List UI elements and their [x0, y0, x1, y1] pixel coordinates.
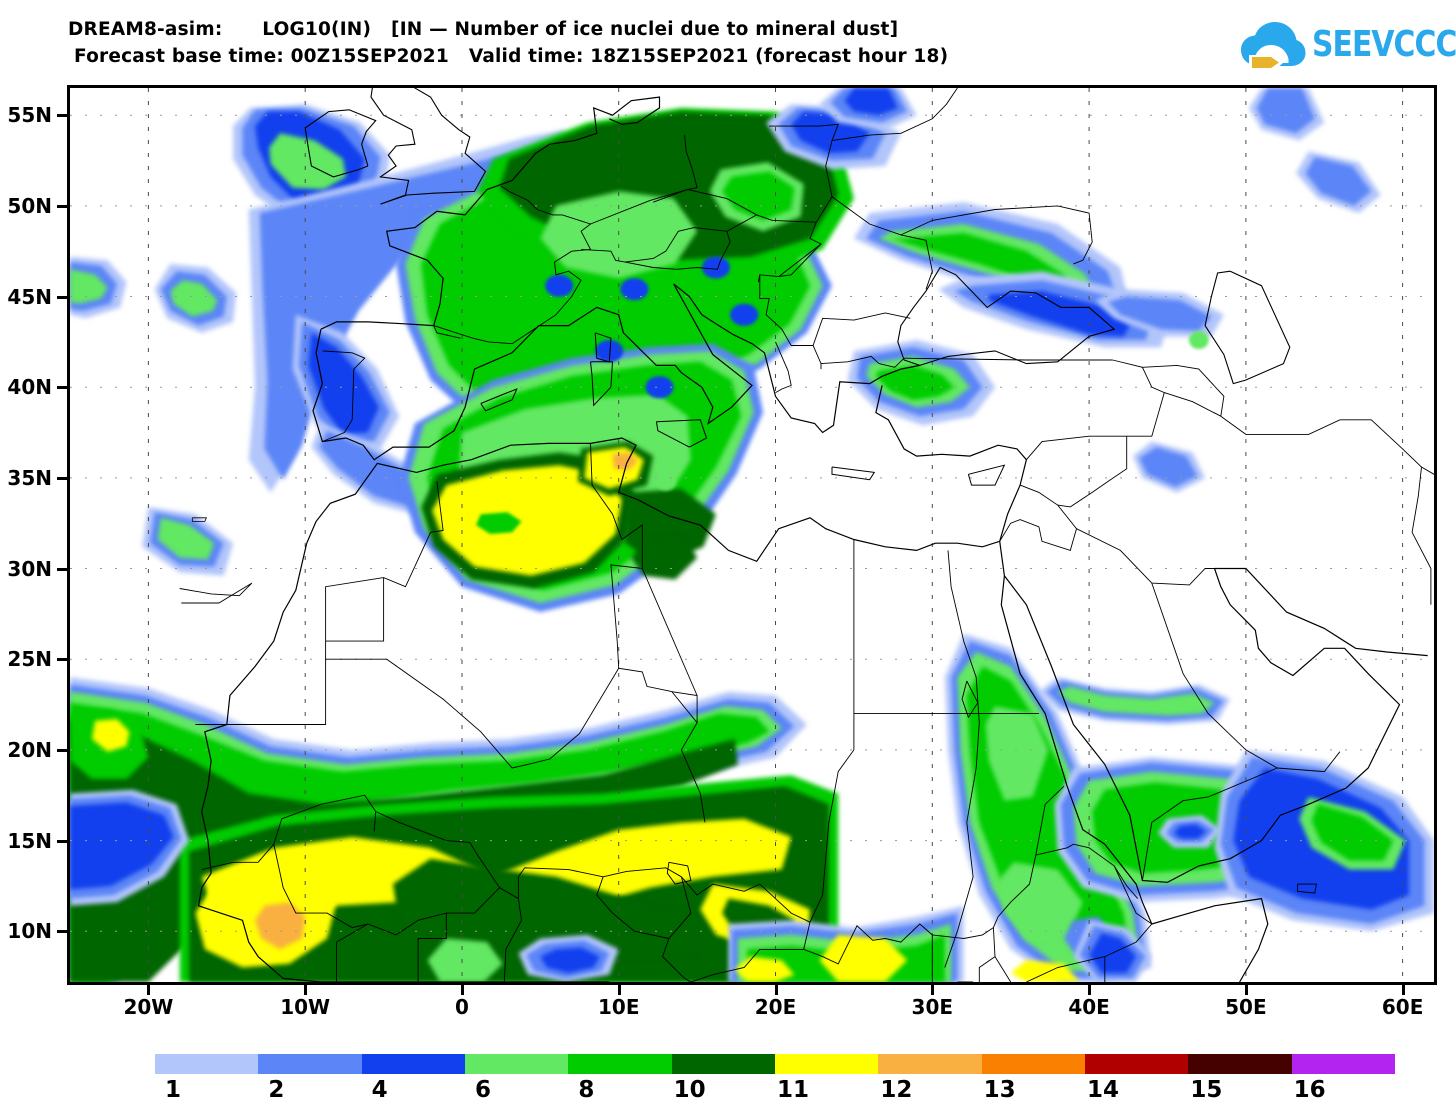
colorbar-segment-10 — [671, 1054, 775, 1074]
map-overlay — [70, 88, 1434, 982]
x-tick-mark — [617, 985, 621, 995]
colorbar-tick-1: 1 — [164, 1077, 182, 1103]
x-tick-label-20W: 20W — [123, 995, 174, 1019]
colorbar-tick-6: 6 — [474, 1077, 492, 1103]
colorbar-segment-8 — [568, 1054, 672, 1074]
y-tick-label-35N: 35N — [7, 465, 52, 490]
colorbar-tick-4: 4 — [371, 1077, 388, 1103]
x-tick-mark — [1244, 985, 1248, 995]
cloud-icon — [1241, 22, 1306, 69]
y-tick-label-25N: 25N — [7, 647, 52, 672]
colorbar-segment-13 — [981, 1054, 1085, 1074]
colorbar — [155, 1054, 1395, 1074]
y-tick-mark — [57, 476, 67, 480]
x-tick-label-30E: 30E — [911, 995, 954, 1019]
colorbar-tick-12: 12 — [880, 1077, 913, 1103]
colorbar-segment-12 — [878, 1054, 982, 1074]
x-tick-mark — [1088, 985, 1092, 995]
x-tick-label-50E: 50E — [1225, 995, 1267, 1019]
y-tick-mark — [57, 567, 67, 571]
x-tick-label-40E: 40E — [1068, 995, 1110, 1019]
x-tick-mark — [1401, 985, 1405, 995]
x-tick-label-60E: 60E — [1381, 995, 1424, 1019]
y-tick-label-10N: 10N — [7, 919, 52, 944]
colorbar-tick-8: 8 — [578, 1077, 595, 1103]
contour-field-canvas — [70, 88, 1434, 982]
colorbar-tick-2: 2 — [268, 1077, 285, 1103]
colorbar-tick-14: 14 — [1086, 1077, 1120, 1103]
logo-text: SEEVCCC — [1312, 24, 1456, 65]
colorbar-segment-16 — [1291, 1054, 1395, 1074]
colorbar-tick-11: 11 — [776, 1077, 810, 1103]
header-line-1: DREAM8-asim: LOG10(IN) [IN — Number of i… — [68, 19, 899, 40]
x-tick-label-10W: 10W — [280, 995, 331, 1019]
x-tick-mark — [147, 985, 151, 995]
colorbar-segment-4 — [361, 1054, 465, 1074]
seevccc-logo: SEEVCCC — [1240, 18, 1456, 76]
colorbar-tick-10: 10 — [673, 1077, 706, 1103]
y-tick-mark — [57, 930, 67, 934]
y-tick-mark — [57, 839, 67, 843]
x-tick-label-20E: 20E — [754, 995, 797, 1019]
colorbar-segment-15 — [1188, 1054, 1292, 1074]
header-line-2: Forecast base time: 00Z15SEP2021 Valid t… — [74, 46, 949, 67]
y-tick-label-20N: 20N — [7, 737, 52, 762]
y-tick-label-40N: 40N — [7, 375, 52, 400]
x-tick-label-10E: 10E — [597, 995, 640, 1019]
colorbar-tick-13: 13 — [983, 1077, 1016, 1103]
colorbar-segment-11 — [774, 1054, 879, 1074]
y-tick-mark — [57, 658, 67, 662]
y-tick-mark — [57, 386, 67, 390]
x-tick-mark — [931, 985, 935, 995]
y-tick-label-30N: 30N — [7, 556, 52, 581]
y-tick-label-55N: 55N — [7, 103, 52, 128]
field-layer — [70, 88, 1434, 982]
map-plot-area[interactable] — [67, 85, 1437, 985]
y-tick-label-50N: 50N — [7, 193, 52, 218]
political-borders — [195, 88, 1434, 982]
colorbar-segment-1 — [155, 1054, 259, 1074]
colorbar-segment-6 — [464, 1054, 569, 1074]
colorbar-tick-16: 16 — [1293, 1077, 1326, 1103]
x-tick-mark — [774, 985, 778, 995]
y-tick-mark — [57, 114, 67, 118]
x-tick-mark — [460, 985, 464, 995]
y-tick-label-15N: 15N — [7, 828, 52, 853]
graticule — [70, 88, 1434, 982]
colorbar-segment-2 — [258, 1054, 362, 1074]
y-tick-mark — [57, 204, 67, 208]
y-tick-label-45N: 45N — [7, 284, 52, 309]
colorbar-tick-15: 15 — [1190, 1077, 1223, 1103]
colorbar-segment-14 — [1084, 1054, 1189, 1074]
x-tick-label-0: 0 — [454, 995, 469, 1019]
x-tick-mark — [304, 985, 308, 995]
y-tick-mark — [57, 295, 67, 299]
y-tick-mark — [57, 748, 67, 752]
